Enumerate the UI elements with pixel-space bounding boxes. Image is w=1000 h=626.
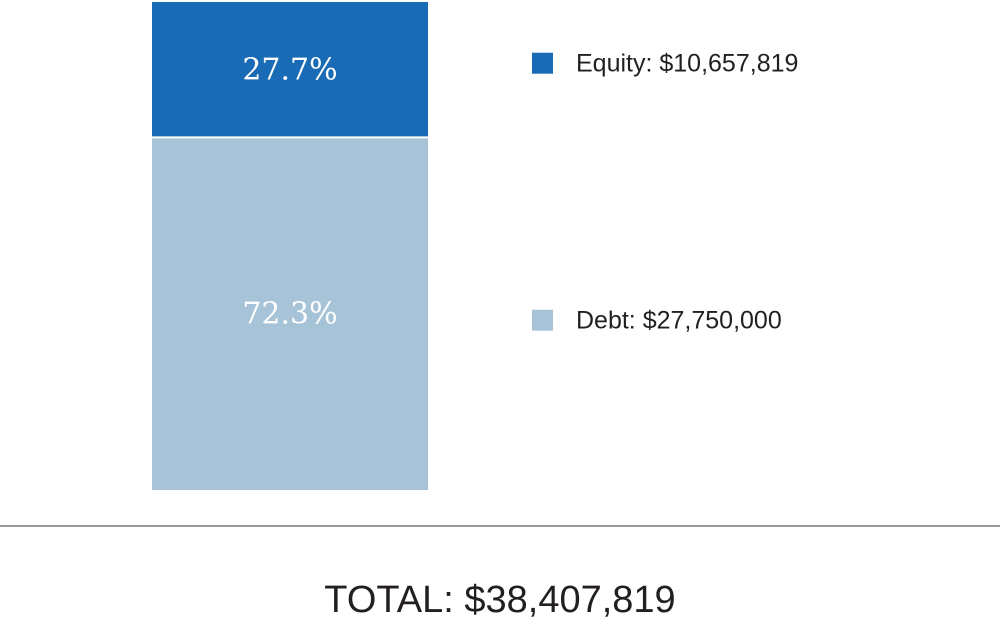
segment-labels: 27.7% 72.3% [242,53,337,332]
legend-swatch-debt [532,309,553,331]
legend-label-equity: Equity: $10,657,819 [576,50,798,78]
total-label: TOTAL: $38,407,819 [324,579,675,621]
bar-segment-debt [152,137,428,491]
stacked-bar [152,2,428,491]
segment-label-debt: 72.3% [242,297,337,332]
legend: Equity: $10,657,819 Debt: $27,750,000 [532,50,798,335]
legend-label-debt: Debt: $27,750,000 [576,307,782,335]
legend-swatch-equity [532,52,553,74]
bar-segment-equity [152,2,428,138]
segment-label-equity: 27.7% [242,53,337,88]
